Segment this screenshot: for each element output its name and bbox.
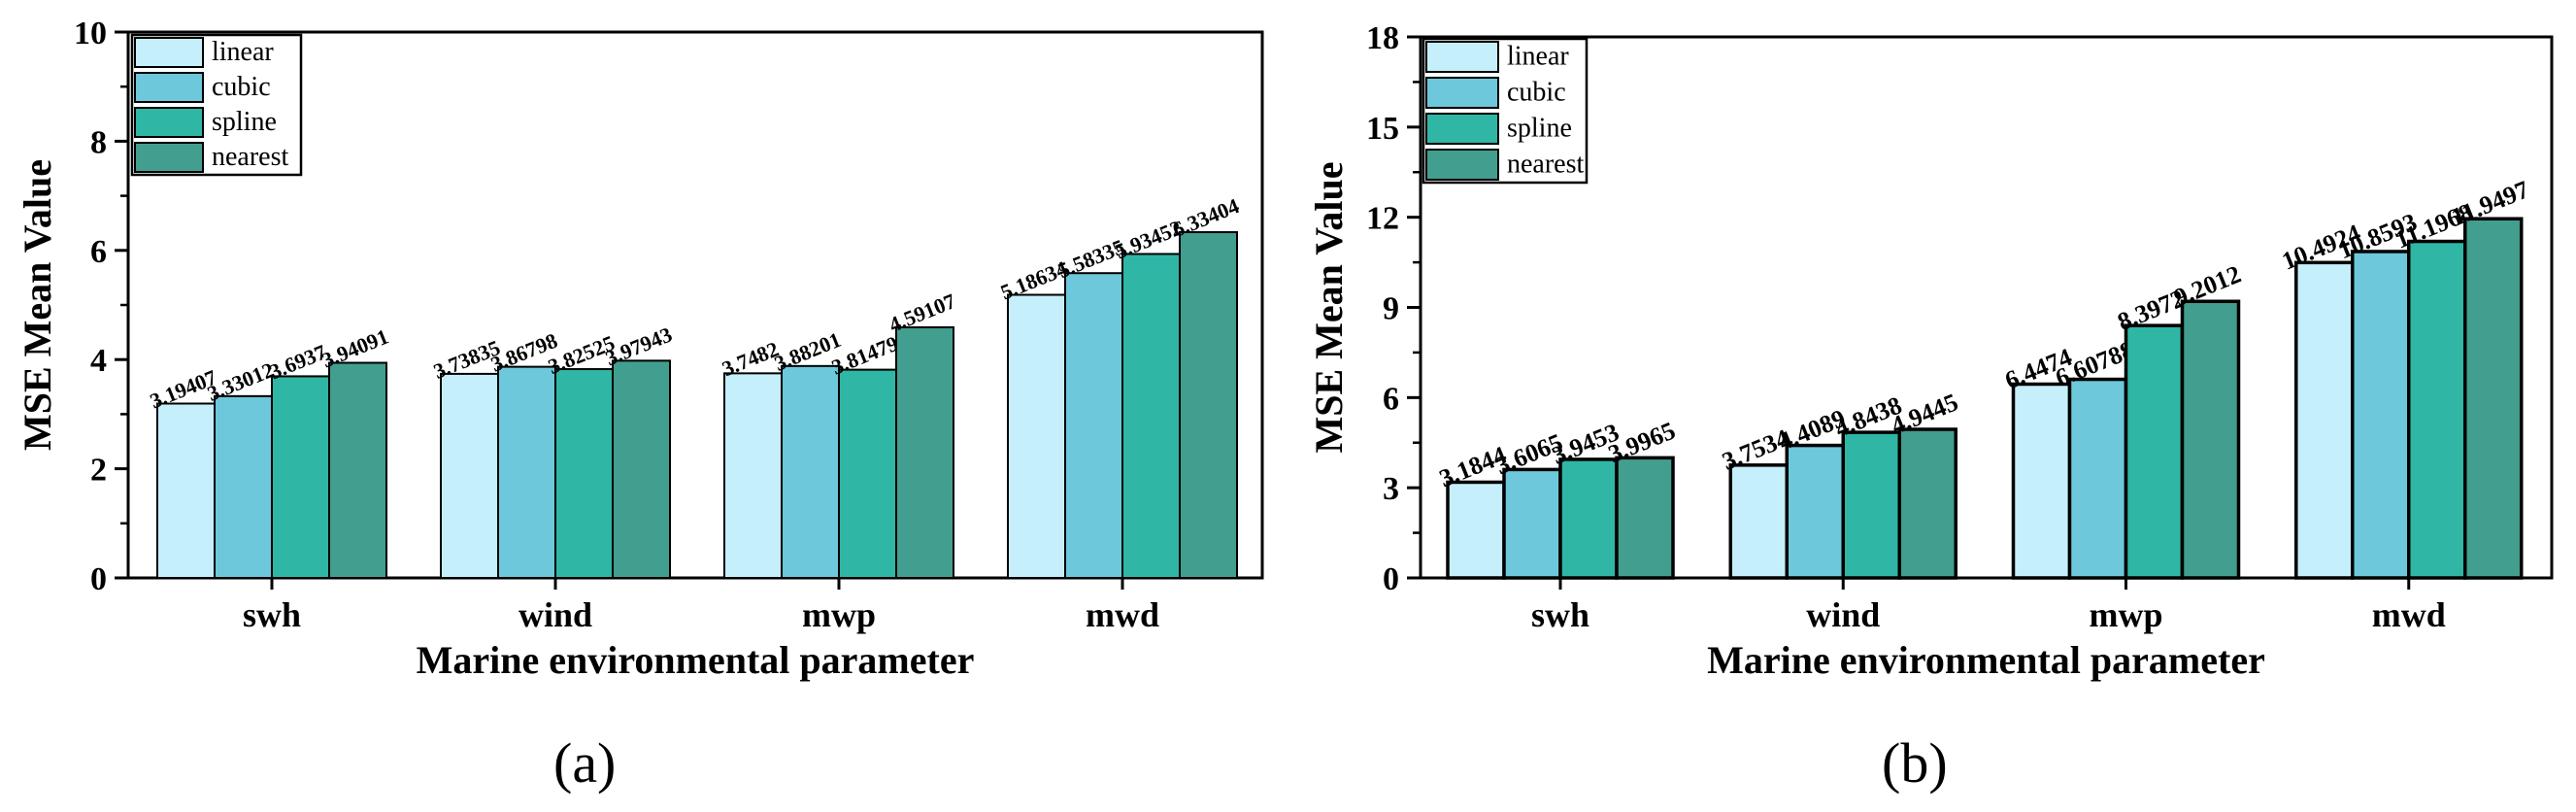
x-tick-label: wind — [519, 595, 592, 634]
bar-cubic-mwp — [781, 364, 840, 579]
bar-cubic-wind — [497, 365, 556, 580]
legend-label-cubic: cubic — [212, 72, 271, 102]
bar-spline-swh — [271, 375, 330, 579]
y-tick-label: 10 — [74, 16, 107, 51]
bar-linear-swh — [156, 402, 216, 579]
legend-swatch-linear — [134, 37, 204, 68]
legend-swatch-nearest — [134, 142, 204, 173]
bar-nearest-mwp — [895, 325, 954, 579]
panel-label-b: (b) — [1882, 731, 1948, 795]
y-tick-label: 8 — [90, 124, 107, 160]
bar-spline-mwd — [1121, 253, 1181, 579]
y-tick-label: 2 — [90, 453, 107, 489]
legend-swatch-spline — [134, 107, 204, 138]
x-tick-label: mwd — [1086, 595, 1159, 634]
bar-nearest-swh — [328, 361, 387, 579]
bar-linear-wind — [440, 372, 499, 579]
y-tick-label: 4 — [90, 343, 107, 379]
x-tick-label: swh — [243, 595, 301, 634]
legend-label-nearest: nearest — [212, 142, 289, 172]
y-tick-label: 0 — [90, 561, 107, 597]
legend-label-spline: spline — [212, 107, 277, 137]
bar-spline-mwp — [838, 368, 897, 579]
y-axis-title: MSE Mean Value — [16, 159, 59, 451]
legend-swatch-cubic — [134, 72, 204, 103]
panel-label-a: (a) — [553, 731, 617, 795]
bar-linear-mwd — [1007, 293, 1066, 579]
y-tick-label: 6 — [90, 234, 107, 270]
x-axis-title: Marine environmental parameter — [417, 638, 975, 682]
x-tick-label: mwp — [802, 595, 876, 634]
bar-nearest-mwd — [1179, 231, 1238, 579]
bar-spline-wind — [554, 368, 614, 579]
bar-linear-mwp — [723, 372, 783, 579]
bar-nearest-wind — [612, 359, 671, 580]
bar-cubic-mwd — [1064, 272, 1123, 579]
bar-cubic-swh — [214, 394, 273, 579]
legend-label-linear: linear — [212, 37, 274, 67]
